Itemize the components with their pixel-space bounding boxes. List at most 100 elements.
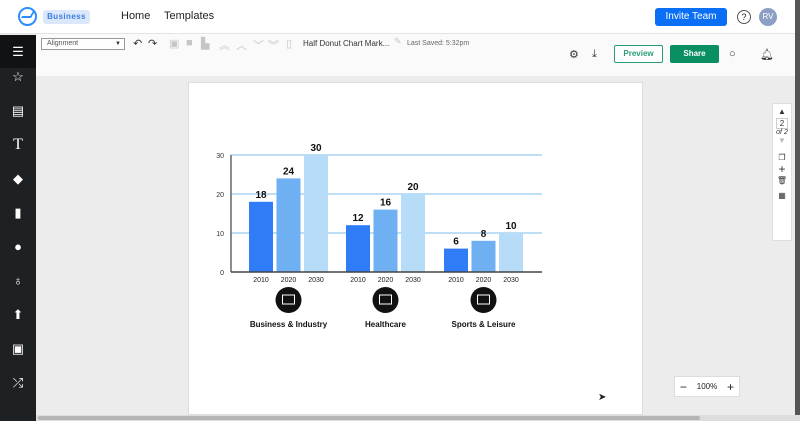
zoom-out-button[interactable]: − bbox=[679, 379, 687, 394]
image-icon[interactable]: ▣ bbox=[11, 341, 25, 356]
redo-icon[interactable]: ↷ bbox=[148, 38, 158, 50]
bar-2030 bbox=[401, 194, 425, 272]
undo-icon[interactable]: ↶ bbox=[133, 38, 143, 50]
walking-icon bbox=[470, 287, 497, 313]
icon-glyph bbox=[477, 294, 490, 305]
star-icon[interactable]: ☆ bbox=[12, 69, 24, 84]
menu-icon[interactable]: ☰ bbox=[0, 35, 36, 68]
lock-icon[interactable]: ■ bbox=[186, 37, 193, 49]
bar-2030 bbox=[499, 233, 523, 272]
chevron-down-icon: ▼ bbox=[115, 41, 121, 47]
scrollbar-thumb[interactable] bbox=[38, 416, 700, 420]
delete-icon[interactable]: ▯ bbox=[286, 38, 293, 50]
page-navigator: ▲ 2 of 2 ▼ ❐ + 🗑︎ ▦ bbox=[772, 103, 792, 241]
bar-2010 bbox=[346, 225, 370, 272]
mouse-cursor: ➤ bbox=[598, 392, 607, 403]
data-label: 10 bbox=[505, 221, 517, 232]
bell-icon[interactable]: 🔔︎ bbox=[760, 49, 774, 61]
icon-glyph bbox=[282, 294, 295, 305]
share-button[interactable]: Share bbox=[670, 45, 719, 63]
zoom-in-button[interactable]: + bbox=[727, 379, 735, 394]
upload-icon[interactable]: ⬆ bbox=[12, 307, 24, 322]
alignment-select[interactable]: Alignment ▼ bbox=[41, 38, 125, 50]
data-label: 24 bbox=[283, 166, 295, 177]
alignment-value: Alignment bbox=[47, 40, 79, 47]
send-back-icon[interactable]: ︾ bbox=[268, 40, 279, 52]
settings-icon[interactable]: ⚙ bbox=[569, 49, 579, 61]
x-tick-label: 2010 bbox=[253, 277, 269, 284]
send-backward-icon[interactable]: ﹀ bbox=[253, 40, 264, 52]
y-tick-label: 30 bbox=[216, 153, 224, 160]
x-tick-label: 2010 bbox=[448, 277, 464, 284]
category-label: Healthcare bbox=[365, 320, 406, 329]
shuffle-icon[interactable]: ⤮ bbox=[12, 375, 24, 390]
y-tick-label: 20 bbox=[216, 192, 224, 199]
x-tick-label: 2030 bbox=[405, 277, 421, 284]
nav-home[interactable]: Home bbox=[121, 10, 151, 22]
data-label: 8 bbox=[481, 229, 487, 240]
preview-button[interactable]: Preview bbox=[614, 45, 663, 63]
copy-page-icon[interactable]: ❐ bbox=[778, 153, 786, 162]
sidebar: ☰ ☆ ▤ T ◆ ▮ ● ♁ ⬆ ▣ ⤮ bbox=[0, 35, 36, 421]
add-page-icon[interactable]: + bbox=[778, 162, 786, 176]
grid-view-icon[interactable]: ▦ bbox=[778, 191, 786, 200]
zoom-level: 100% bbox=[696, 382, 718, 391]
data-label: 30 bbox=[310, 143, 322, 154]
logo-icon[interactable] bbox=[18, 7, 37, 26]
bar-2030 bbox=[304, 155, 328, 272]
data-label: 18 bbox=[255, 190, 267, 201]
delete-page-icon[interactable]: 🗑︎ bbox=[776, 176, 788, 185]
data-label: 12 bbox=[352, 213, 364, 224]
animation-icon[interactable]: ♁ bbox=[13, 273, 23, 288]
bring-front-icon[interactable]: ︽ bbox=[219, 40, 230, 52]
download-icon[interactable]: ⤓ bbox=[592, 48, 597, 60]
category-label: Business & Industry bbox=[250, 320, 328, 329]
bar-2020 bbox=[276, 178, 301, 272]
data-label: 16 bbox=[380, 198, 392, 209]
page-number-input[interactable]: 2 bbox=[776, 118, 788, 129]
x-tick-label: 2030 bbox=[503, 277, 519, 284]
page-down-icon[interactable]: ▼ bbox=[778, 136, 786, 145]
text-icon[interactable]: T bbox=[13, 136, 23, 153]
chart-icon[interactable]: ▮ bbox=[14, 205, 22, 220]
last-saved: Last Saved: 5:32pm bbox=[407, 40, 470, 47]
bar-2010 bbox=[249, 201, 273, 272]
icon-glyph bbox=[379, 294, 392, 305]
group-icon[interactable]: ▣ bbox=[169, 38, 180, 50]
vertical-scrollbar[interactable] bbox=[795, 0, 800, 415]
document-title[interactable]: Half Donut Chart Mark... bbox=[303, 39, 390, 48]
x-tick-label: 2030 bbox=[308, 277, 324, 284]
layout-icon[interactable]: ▤ bbox=[11, 103, 25, 118]
editor-toolbar: Alignment ▼ ↶ ↷ ▣ ■ ▙ ︽ ︿ ﹀ ︾ ▯ Half Donu… bbox=[36, 34, 800, 76]
clipboard-icon bbox=[372, 287, 399, 313]
plan-badge: Business bbox=[43, 10, 90, 24]
horizontal-scrollbar[interactable] bbox=[36, 415, 800, 421]
x-tick-label: 2020 bbox=[378, 277, 394, 284]
zoom-control: − 100% + bbox=[674, 376, 740, 397]
edit-icon[interactable]: ✎ bbox=[394, 36, 402, 46]
bar-2020 bbox=[471, 240, 496, 272]
y-tick-label: 0 bbox=[220, 270, 224, 277]
avatar[interactable]: RV bbox=[759, 8, 777, 26]
comment-icon[interactable]: ○ bbox=[729, 48, 736, 60]
y-tick-label: 10 bbox=[216, 231, 224, 238]
x-tick-label: 2020 bbox=[281, 277, 297, 284]
canvas-page[interactable]: 0 10 20 30 18 2010 24 2020 30 2030 Business & Indu… bbox=[188, 82, 643, 415]
page-count: of 2 bbox=[776, 129, 788, 136]
globe-icon[interactable]: ● bbox=[14, 239, 22, 254]
duplicate-icon[interactable]: ▙ bbox=[201, 38, 210, 50]
page-up-icon[interactable]: ▲ bbox=[778, 107, 786, 116]
bring-forward-icon[interactable]: ︿ bbox=[236, 40, 247, 52]
nav-templates[interactable]: Templates bbox=[164, 10, 215, 22]
data-label: 20 bbox=[407, 182, 419, 193]
data-label: 6 bbox=[453, 237, 459, 248]
help-icon[interactable]: ? bbox=[737, 10, 751, 24]
bar-2020 bbox=[373, 209, 398, 272]
invite-team-button[interactable]: Invite Team bbox=[655, 8, 727, 26]
bar-2010 bbox=[444, 248, 468, 272]
elements-icon[interactable]: ◆ bbox=[13, 171, 23, 186]
briefcase-icon bbox=[275, 287, 302, 313]
x-tick-label: 2020 bbox=[476, 277, 492, 284]
x-tick-label: 2010 bbox=[350, 277, 366, 284]
